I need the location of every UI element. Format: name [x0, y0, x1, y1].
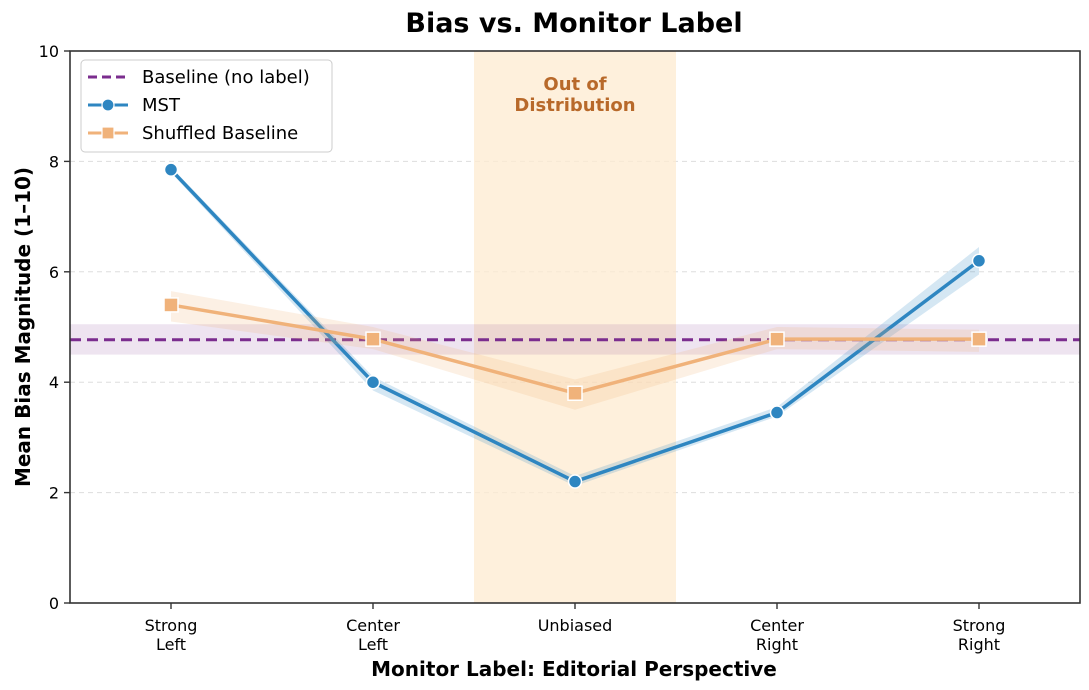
legend-label: Shuffled Baseline — [142, 123, 298, 144]
y-tick-label: 6 — [49, 263, 59, 282]
y-axis-label: Mean Bias Magnitude (1–10) — [11, 167, 35, 487]
legend-box — [80, 59, 333, 153]
y-tick-label: 2 — [49, 484, 59, 503]
data-point — [163, 162, 179, 177]
legend-marker — [101, 126, 115, 140]
y-axis-ticks: 0 2 4 6 8 10 — [39, 42, 70, 613]
x-tick-label: Center Left — [346, 616, 400, 654]
data-point — [365, 331, 381, 347]
y-tick-label: 4 — [49, 373, 59, 392]
legend-entry: Baseline (no label) — [88, 67, 310, 88]
series-shuffled-baseline — [163, 291, 987, 410]
data-point — [365, 374, 381, 390]
x-axis-ticks: Strong Left Center Left Unbiased Center Right S… — [145, 603, 1006, 654]
out-of-distribution-label: Out of — [543, 74, 606, 95]
legend-label: Baseline (no label) — [142, 67, 310, 88]
data-point — [567, 385, 583, 401]
y-tick-label: 10 — [39, 42, 59, 61]
chart-title: Bias vs. Monitor Label — [405, 8, 742, 39]
out-of-distribution-label: Distribution — [514, 95, 635, 116]
legend-entry: Shuffled Baseline — [88, 123, 298, 144]
x-tick-label: Strong Right — [953, 616, 1006, 654]
out-of-distribution-band — [474, 51, 676, 603]
data-point — [769, 331, 785, 347]
legend: Baseline (no label) MST Shuffled Baseline — [80, 59, 333, 153]
y-tick-label: 8 — [49, 152, 59, 171]
y-tick-label: 0 — [49, 594, 59, 613]
series-lines — [163, 162, 987, 489]
data-point — [971, 253, 987, 269]
legend-label: MST — [142, 95, 181, 116]
legend-entry: MST — [88, 95, 181, 116]
x-axis-label: Monitor Label: Editorial Perspective — [371, 657, 777, 681]
x-tick-label: Center Right — [750, 616, 804, 654]
data-point — [971, 331, 987, 347]
x-tick-label: Unbiased — [538, 616, 613, 635]
x-tick-label: Strong Left — [145, 616, 198, 654]
legend-marker — [101, 98, 115, 112]
data-point — [769, 405, 785, 420]
series-mst — [163, 162, 987, 489]
data-point — [163, 297, 179, 313]
data-point — [567, 474, 583, 489]
